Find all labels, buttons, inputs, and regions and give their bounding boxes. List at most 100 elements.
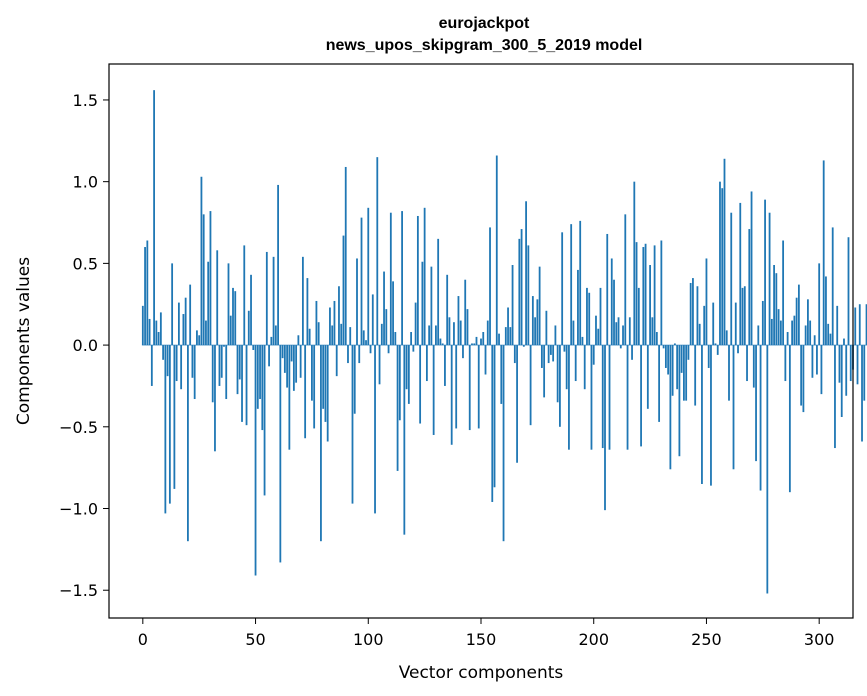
bar [820,345,823,395]
bar [685,345,688,401]
bar [786,332,789,346]
bar [840,345,843,417]
bar [180,345,183,390]
bar [187,345,189,542]
bar [698,323,701,346]
bar [450,345,453,445]
bar [150,345,153,386]
bar [601,345,604,449]
bar [349,327,352,346]
bar [223,345,225,347]
x-axis-ticks: 0 50 100 150 200 250 300 [138,618,834,649]
bar [162,345,165,360]
bar [371,294,374,346]
bar [220,345,223,378]
bar [335,345,338,377]
bar [189,284,192,346]
bar [446,274,449,346]
bar [807,299,809,346]
bar [827,323,830,346]
bar [157,332,160,346]
bar [216,250,219,346]
bar [295,345,298,383]
bar [500,345,503,404]
bar [816,345,818,375]
bar [356,258,358,346]
bar [712,302,715,346]
bar [374,345,376,514]
bar [689,282,692,346]
bar [250,274,252,346]
bar [845,345,848,396]
bar [777,309,780,346]
bar [746,345,748,382]
x-tick-label: 150 [466,630,497,649]
bar [306,278,309,346]
bar [313,345,316,429]
bar [631,345,633,360]
bar [664,345,667,368]
bar [626,345,629,450]
bar [595,315,597,346]
bar [556,345,559,403]
bar [676,345,679,390]
bar [378,345,381,385]
x-axis-label: Vector components [399,663,564,683]
bar [360,217,363,346]
bar [662,345,665,349]
bar [773,265,775,346]
bar [599,287,602,346]
bar [710,345,712,486]
bar [849,345,852,382]
bar [376,157,379,346]
bar [640,345,642,447]
bar [394,332,397,346]
bar [788,345,791,493]
bar [863,345,866,401]
bar [338,286,340,346]
bar [583,345,586,390]
bar [520,229,523,346]
y-tick-label: 1.5 [73,91,98,110]
bar [315,300,318,346]
bar [825,276,827,346]
bar [797,284,800,346]
bar [331,325,334,346]
bar [491,345,494,502]
bar [622,325,624,346]
x-tick-label: 50 [245,630,265,649]
y-axis-ticks: −1.5 −1.0 −0.5 0.0 0.5 1.0 1.5 [59,91,109,600]
y-tick-label: 0.5 [73,254,98,273]
bar [592,345,595,365]
bar [243,245,246,346]
bar [577,269,579,346]
bar [392,281,394,346]
bar [766,345,769,594]
bar [637,287,640,346]
y-tick-label: 0.0 [73,336,98,355]
bar [703,305,706,346]
bar [292,345,295,391]
bar [750,191,753,346]
bar [552,345,555,362]
bar [214,345,216,452]
bar [683,345,685,401]
bar [646,345,649,409]
bar [333,300,336,346]
bar [511,265,514,346]
bar [403,345,406,535]
bar [398,345,401,421]
bar [270,336,273,346]
bar [838,345,841,383]
bar [290,345,293,362]
bar [725,330,728,346]
bar [536,299,539,346]
bar [581,336,584,346]
bar [574,345,577,382]
bar [739,202,742,346]
bar [435,325,437,346]
bar [383,271,385,346]
y-tick-label: 1.0 [73,173,98,192]
bar [155,320,158,346]
